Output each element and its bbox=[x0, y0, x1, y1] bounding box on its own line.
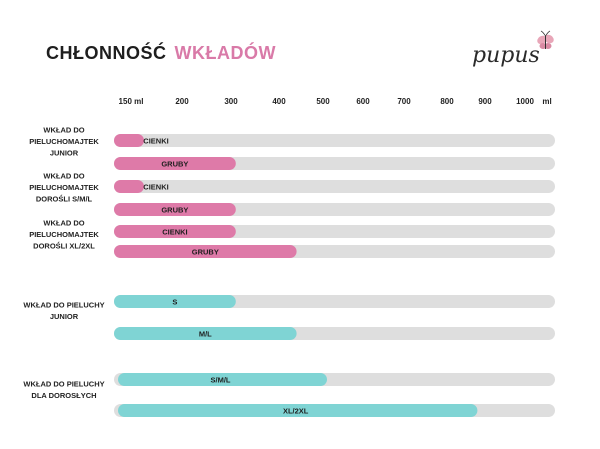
axis-tick-label: 150 ml bbox=[119, 97, 144, 106]
title-part-1: CHŁONNOŚĆ bbox=[46, 43, 167, 63]
bar bbox=[118, 404, 478, 417]
category-label: WKŁAD DO PIELUCHY bbox=[23, 300, 104, 309]
category-label: DOROŚLI XL/2XL bbox=[33, 242, 95, 251]
bar bbox=[114, 134, 144, 147]
axis-tick-label: 900 bbox=[478, 97, 492, 106]
bar bbox=[114, 225, 236, 238]
category-label: PIELUCHOMAJTEK bbox=[29, 230, 99, 239]
category-label: WKŁAD DO bbox=[43, 219, 84, 228]
category-label: DOROŚLI S/M/L bbox=[36, 195, 93, 204]
butterfly-icon bbox=[537, 30, 554, 49]
bar bbox=[114, 295, 236, 308]
category-label: WKŁAD DO PIELUCHY bbox=[23, 379, 104, 388]
bar-label: S/M/L bbox=[211, 376, 231, 385]
bar bbox=[114, 203, 236, 216]
axis-tick-label: 300 bbox=[224, 97, 238, 106]
bar-track bbox=[114, 134, 555, 147]
bar-label: M/L bbox=[199, 330, 212, 339]
logo-text: pupus bbox=[472, 43, 540, 68]
bar-label: GRUBY bbox=[192, 248, 219, 257]
category-label: DLA DOROSŁYCH bbox=[31, 391, 96, 400]
category-label: JUNIOR bbox=[50, 149, 79, 158]
axis-tick-label: 1000 bbox=[516, 97, 534, 106]
pupus-logo: pupus bbox=[472, 30, 554, 68]
category-label: PIELUCHOMAJTEK bbox=[29, 137, 99, 146]
bar-label: CIENKI bbox=[143, 183, 168, 192]
axis-tick-label: 200 bbox=[175, 97, 189, 106]
bar-label: GRUBY bbox=[161, 160, 188, 169]
bar-label: S bbox=[172, 298, 177, 307]
bar bbox=[114, 327, 297, 340]
page-title: CHŁONNOŚĆ WKŁADÓW bbox=[46, 43, 276, 64]
bar-label: CIENKI bbox=[162, 228, 187, 237]
category-label: WKŁAD DO bbox=[43, 172, 84, 181]
bar bbox=[118, 373, 327, 386]
bar-label: CIENKI bbox=[143, 137, 168, 146]
bar-label: GRUBY bbox=[161, 206, 188, 215]
axis-tick-label: 700 bbox=[397, 97, 411, 106]
axis-tick-label: 800 bbox=[440, 97, 454, 106]
category-label: PIELUCHOMAJTEK bbox=[29, 183, 99, 192]
category-label: JUNIOR bbox=[50, 312, 79, 321]
axis-tick-label: 600 bbox=[356, 97, 370, 106]
axis-tick-label: 400 bbox=[272, 97, 286, 106]
bar bbox=[114, 180, 144, 193]
axis-unit-label: ml bbox=[542, 97, 551, 106]
bar-label: XL/2XL bbox=[283, 407, 309, 416]
bar-track bbox=[114, 180, 555, 193]
axis-tick-label: 500 bbox=[316, 97, 330, 106]
title-part-2: WKŁADÓW bbox=[174, 43, 276, 63]
bar bbox=[114, 157, 236, 170]
category-label: WKŁAD DO bbox=[43, 126, 84, 135]
bar bbox=[114, 245, 297, 258]
